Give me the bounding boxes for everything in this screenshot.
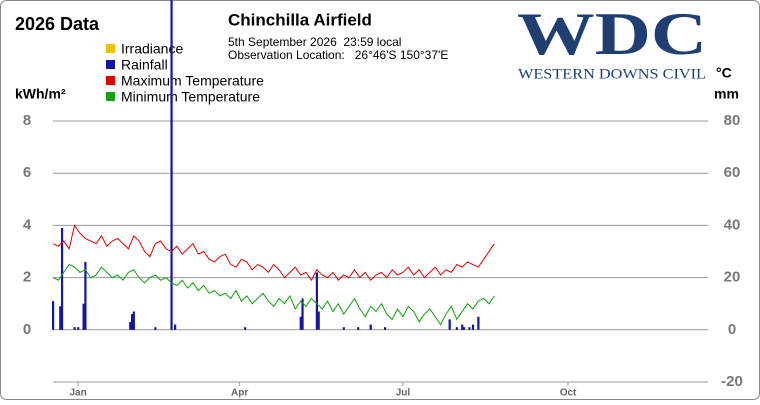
logo-subtext: WESTERN DOWNS CIVIL xyxy=(518,66,706,82)
y-tick-label: 0 xyxy=(23,321,31,338)
rain-bar xyxy=(461,324,464,330)
rain-bar xyxy=(84,261,87,330)
rain-bar xyxy=(301,298,304,330)
subtitle: Observation Location: 26°46'S 150°37'E xyxy=(228,48,448,62)
rain-bar xyxy=(317,311,320,330)
rain-bar xyxy=(154,327,157,330)
x-tick-label: Oct xyxy=(560,388,577,399)
y2-tick-label: 80 xyxy=(724,112,741,129)
subtitle: 5th September 2026 23:59 local xyxy=(228,35,401,49)
legend-swatch xyxy=(106,76,115,85)
y-tick-label: 8 xyxy=(23,112,31,129)
rain-bar xyxy=(82,303,85,330)
rain-bar xyxy=(462,327,466,330)
rain-bar xyxy=(299,316,302,330)
rain-bar xyxy=(60,228,64,330)
logo: WDC xyxy=(517,1,707,67)
y-tick-label: 2 xyxy=(23,269,31,286)
rain-bar xyxy=(129,321,132,330)
y2-axis-label: mm xyxy=(714,86,739,102)
rain-bar xyxy=(244,327,247,330)
rain-bar xyxy=(73,327,76,330)
y-tick-label: 4 xyxy=(23,216,32,233)
legend-label: Maximum Temperature xyxy=(121,73,264,89)
x-tick-label: Jul xyxy=(396,388,411,399)
y2-tick-label: 60 xyxy=(724,164,741,181)
y-tick-label: 6 xyxy=(23,164,31,181)
rain-bar xyxy=(471,324,475,330)
legend-label: Rainfall xyxy=(121,57,168,73)
legend-swatch xyxy=(106,44,115,53)
y2-tick-label: 40 xyxy=(724,216,741,233)
chart-title: 2026 Data xyxy=(15,14,100,34)
rain-bar xyxy=(59,306,62,330)
y-axis-label: kWh/m² xyxy=(15,86,66,102)
rain-bar xyxy=(130,314,134,330)
legend-swatch xyxy=(106,92,115,101)
y2-axis-label: °C xyxy=(716,65,732,81)
rain-bar xyxy=(468,327,471,330)
rain-bar xyxy=(132,311,135,330)
rain-bar xyxy=(477,316,480,330)
rain-bar xyxy=(383,327,387,330)
rain-bar xyxy=(369,324,372,330)
rain-bar xyxy=(170,0,173,330)
x-tick-label: Jan xyxy=(70,388,87,399)
rain-bar xyxy=(315,272,318,330)
y2-tick-label: 20 xyxy=(724,269,741,286)
legend-label: Minimum Temperature xyxy=(121,89,260,105)
legend-label: Irradiance xyxy=(121,41,183,57)
rain-bar xyxy=(448,319,451,330)
series-line xyxy=(52,224,495,282)
y2-tick-label: -20 xyxy=(721,373,743,390)
x-tick-label: Apr xyxy=(231,388,248,399)
series-line xyxy=(52,263,495,326)
rain-bar xyxy=(77,327,80,330)
rain-bar xyxy=(342,327,345,330)
rain-bar xyxy=(174,324,177,330)
rain-bar xyxy=(52,301,55,330)
rain-bar xyxy=(357,327,360,330)
legend-swatch xyxy=(106,60,115,69)
y2-tick-label: 0 xyxy=(728,321,736,338)
station-title: Chinchilla Airfield xyxy=(228,10,372,29)
rain-bar xyxy=(455,327,458,330)
